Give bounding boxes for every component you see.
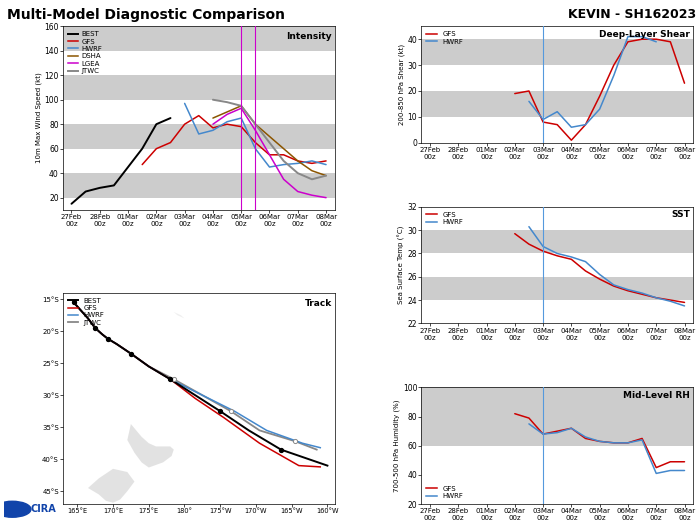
Bar <box>421 39 693 65</box>
Bar <box>63 75 335 100</box>
Text: Track: Track <box>304 299 332 308</box>
Bar <box>63 124 335 149</box>
Legend: BEST, GFS, HWRF, JTWC: BEST, GFS, HWRF, JTWC <box>66 296 106 327</box>
Legend: GFS, HWRF: GFS, HWRF <box>425 30 465 46</box>
Legend: GFS, HWRF: GFS, HWRF <box>425 211 465 226</box>
Text: Intensity: Intensity <box>286 32 332 41</box>
Bar <box>421 91 693 117</box>
Text: Deep-Layer Shear: Deep-Layer Shear <box>599 30 690 39</box>
Y-axis label: 200-850 hPa Shear (kt): 200-850 hPa Shear (kt) <box>398 44 405 125</box>
Legend: GFS, HWRF: GFS, HWRF <box>425 485 465 500</box>
Text: SST: SST <box>671 211 690 219</box>
Bar <box>421 230 693 254</box>
Polygon shape <box>127 424 174 468</box>
Text: Multi-Model Diagnostic Comparison: Multi-Model Diagnostic Comparison <box>7 8 285 22</box>
Y-axis label: 700-500 hPa Humidity (%): 700-500 hPa Humidity (%) <box>393 400 400 492</box>
Circle shape <box>0 501 31 517</box>
Bar <box>63 26 335 51</box>
Legend: BEST, GFS, HWRF, DSHA, LGEA, JTWC: BEST, GFS, HWRF, DSHA, LGEA, JTWC <box>66 30 104 76</box>
Y-axis label: 10m Max Wind Speed (kt): 10m Max Wind Speed (kt) <box>35 72 41 163</box>
Bar <box>421 277 693 300</box>
Bar <box>421 387 693 417</box>
Bar <box>63 173 335 197</box>
Y-axis label: Sea Surface Temp (°C): Sea Surface Temp (°C) <box>398 226 405 304</box>
Polygon shape <box>88 469 134 503</box>
Text: CIRA: CIRA <box>31 504 56 514</box>
Bar <box>421 417 693 446</box>
Text: Mid-Level RH: Mid-Level RH <box>624 391 690 400</box>
Text: KEVIN - SH162023: KEVIN - SH162023 <box>568 8 696 21</box>
Polygon shape <box>174 312 185 318</box>
